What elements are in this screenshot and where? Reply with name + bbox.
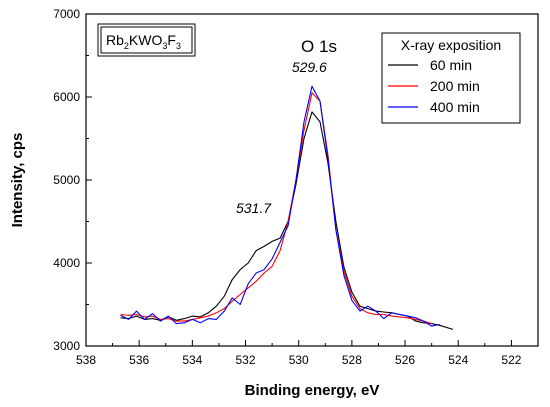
compound-label: Rb2KWO3F3 (106, 32, 181, 51)
y-axis-label: Intensity, cps (9, 133, 26, 228)
x-tick-label: 536 (129, 353, 149, 367)
x-axis-label: Binding energy, eV (245, 382, 380, 399)
x-tick-label: 534 (182, 353, 202, 367)
y-tick-label: 4000 (53, 256, 80, 270)
peak-annotation-529-6: 529.6 (292, 59, 327, 75)
x-tick-label: 526 (395, 353, 415, 367)
axis-ticks: 538 536 534 532 530 528 526 524 522 3000 4000 5000 6… (53, 7, 521, 367)
legend-label-400: 400 min (430, 99, 480, 115)
series-line-400-min (120, 85, 440, 327)
x-tick-label: 530 (289, 353, 309, 367)
legend-label-60: 60 min (430, 57, 472, 73)
legend: X-ray exposition 60 min 200 min 400 min (381, 32, 521, 124)
chart-title: O 1s (301, 37, 337, 56)
y-tick-label: 6000 (53, 90, 80, 104)
y-tick-label: 7000 (53, 7, 80, 21)
legend-title: X-ray exposition (401, 37, 501, 53)
compound-label-box: Rb2KWO3F3 (97, 23, 196, 57)
plot-lines (120, 85, 454, 330)
x-tick-label: 528 (342, 353, 362, 367)
x-tick-label: 524 (448, 353, 468, 367)
x-tick-label: 522 (501, 353, 521, 367)
legend-label-200: 200 min (430, 78, 480, 94)
x-tick-label: 532 (236, 353, 256, 367)
shoulder-annotation-531-7: 531.7 (236, 200, 272, 216)
y-tick-label: 5000 (53, 173, 80, 187)
y-tick-label: 3000 (53, 339, 80, 353)
x-tick-label: 538 (76, 353, 96, 367)
